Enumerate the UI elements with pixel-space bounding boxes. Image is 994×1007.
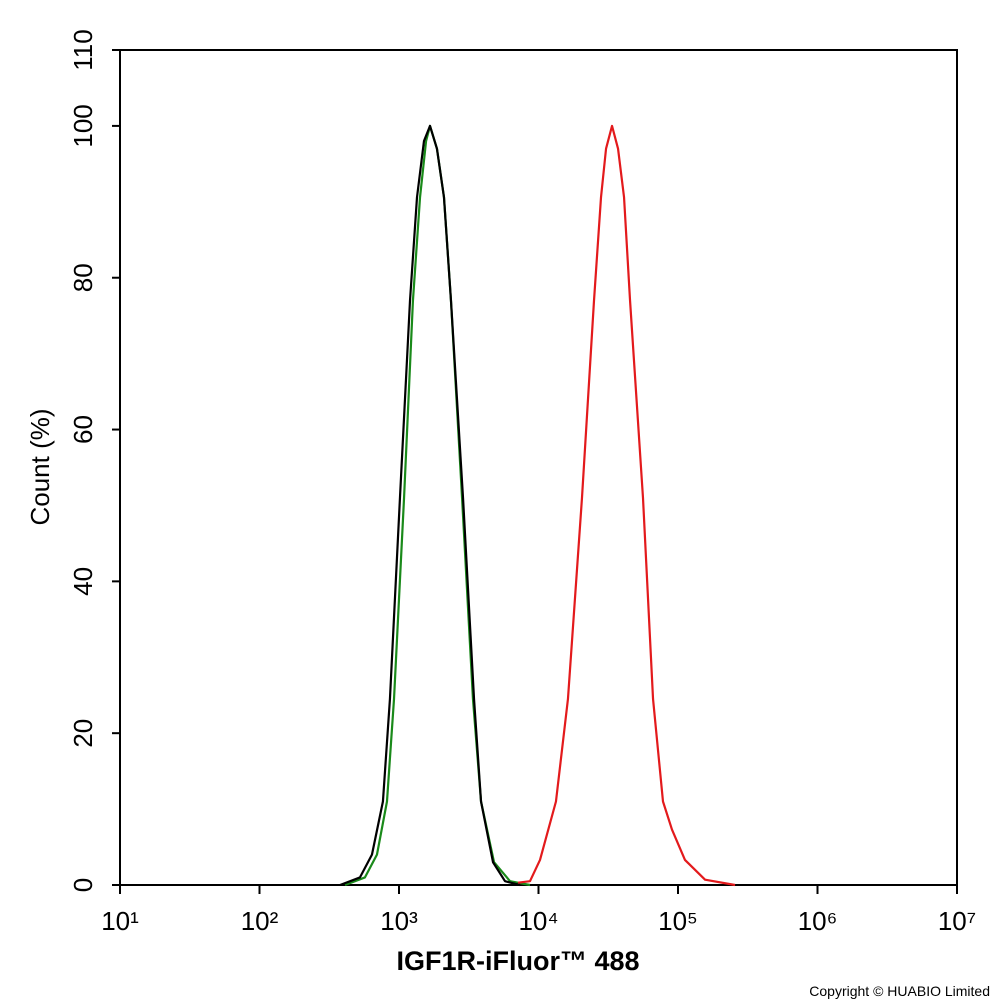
x-tick-label: 10² — [241, 906, 279, 936]
y-tick-label: 110 — [68, 29, 98, 70]
histogram-line — [517, 124, 736, 887]
x-axis-label: IGF1R-iFluor™ 488 — [396, 946, 639, 976]
y-tick-label: 0 — [68, 878, 98, 892]
y-tick-label: 40 — [68, 567, 98, 596]
y-tick-label: 80 — [68, 263, 98, 292]
x-tick-label: 10⁷ — [938, 906, 976, 936]
histogram-line — [339, 124, 521, 887]
y-tick-label: 100 — [68, 104, 98, 147]
y-axis-label: Count (%) — [25, 408, 55, 525]
plot-frame — [119, 49, 958, 886]
copyright: Copyright © HUABIO Limited — [809, 983, 990, 999]
y-tick-label: 20 — [68, 719, 98, 748]
x-tick-label: 10³ — [380, 906, 418, 936]
x-tick-label: 10⁶ — [798, 906, 838, 936]
histogram-line — [344, 124, 531, 887]
x-tick-label: 10⁴ — [518, 906, 558, 936]
x-tick-label: 10¹ — [101, 906, 139, 936]
x-tick-label: 10⁵ — [658, 906, 698, 936]
y-tick-label: 60 — [68, 415, 98, 444]
